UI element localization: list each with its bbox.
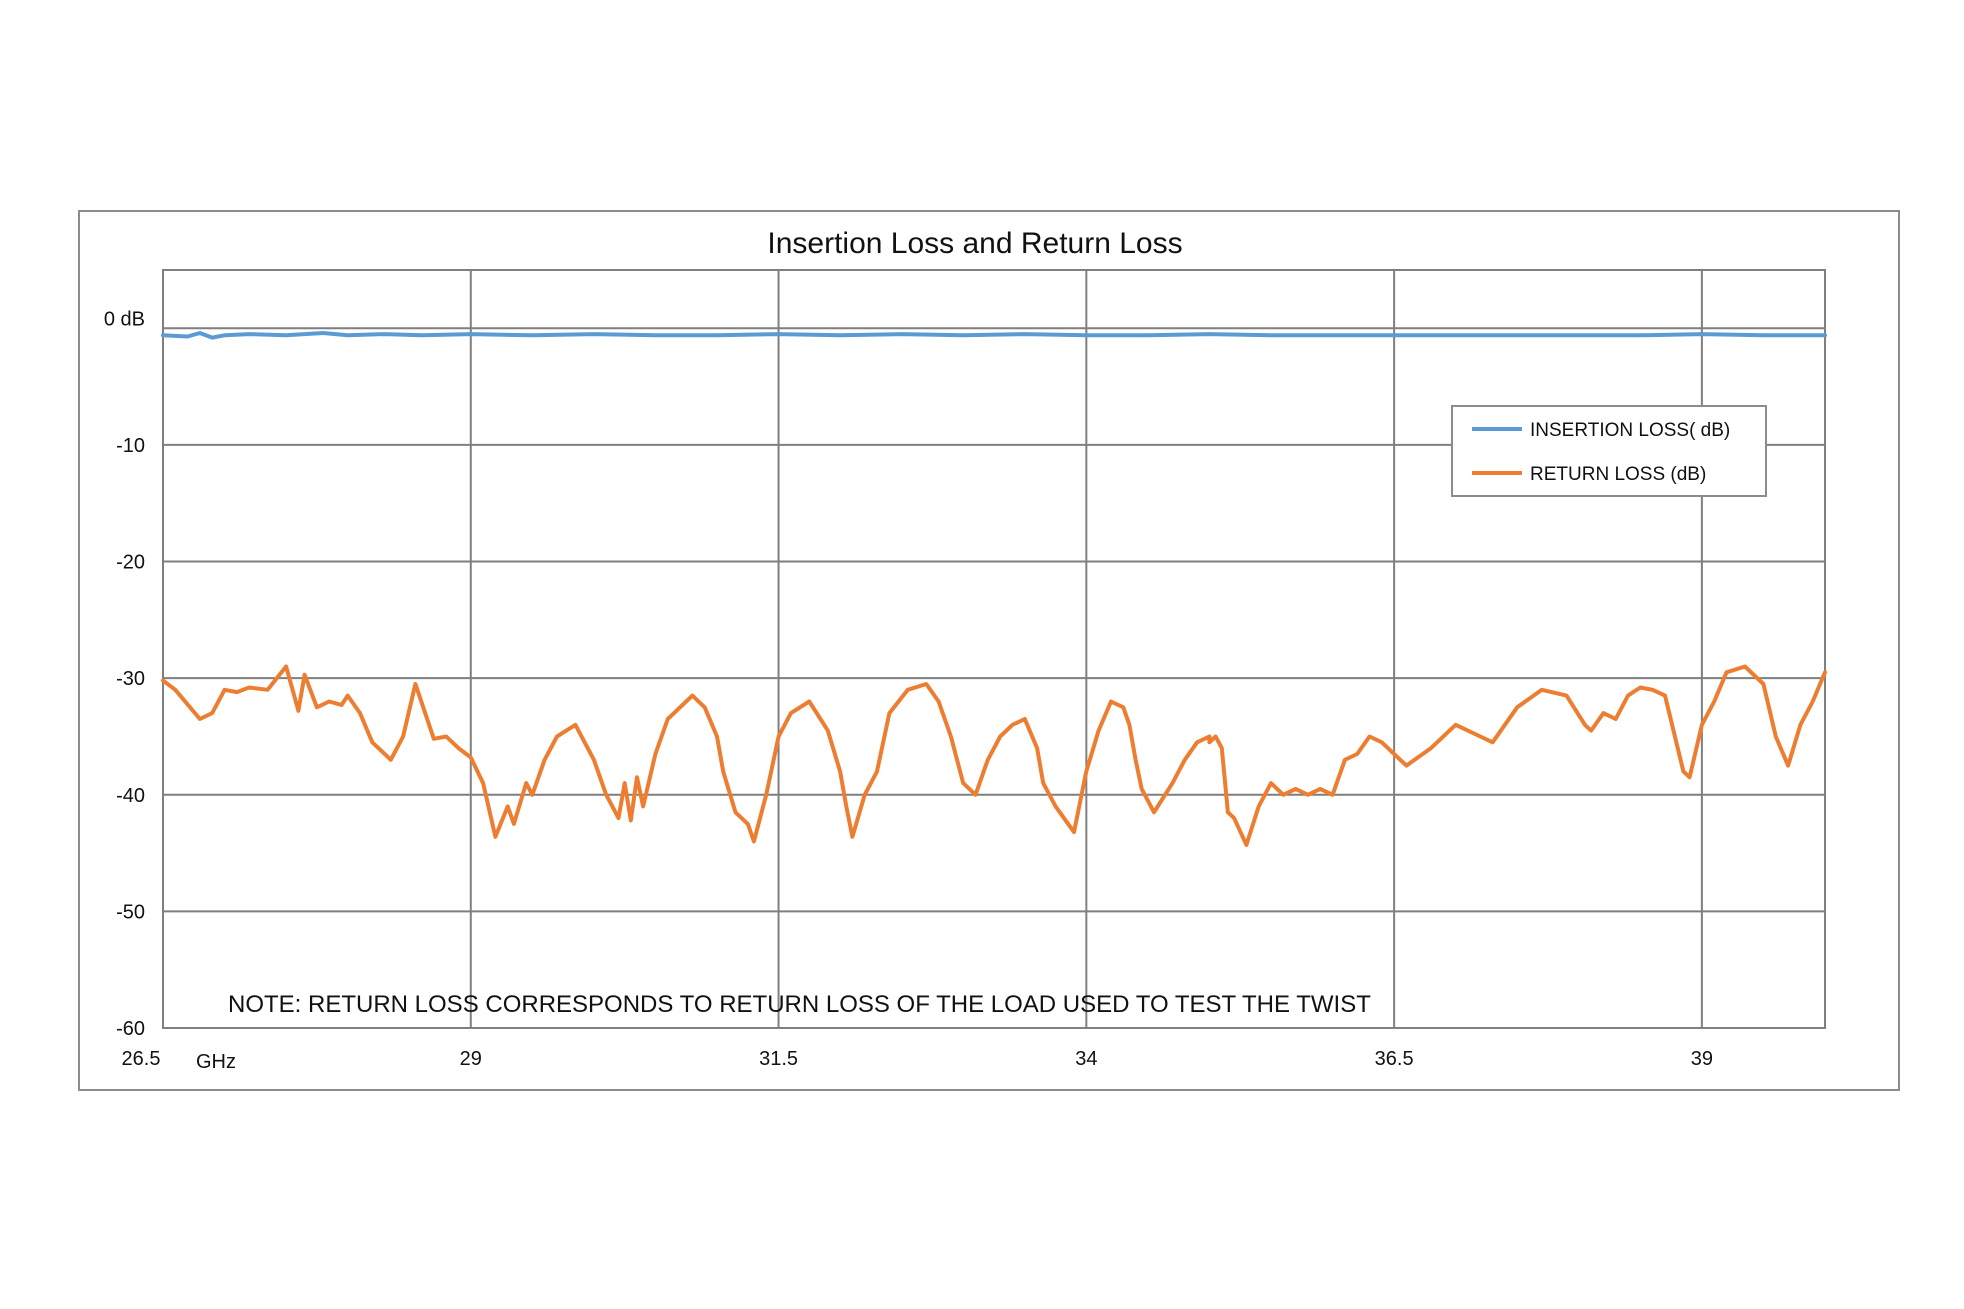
series xyxy=(161,331,1827,847)
y-tick-label: -10 xyxy=(116,435,145,457)
chart-title: Insertion Loss and Return Loss xyxy=(767,227,1182,260)
x-tick-label: 26.5 xyxy=(122,1048,161,1070)
y-tick-label: 0 dB xyxy=(104,308,145,330)
y-tick-label: -50 xyxy=(116,901,145,923)
x-tick-label: 29 xyxy=(460,1048,482,1070)
x-axis-unit-label: GHz xyxy=(196,1051,236,1073)
y-tick-label: -20 xyxy=(116,552,145,574)
legend: INSERTION LOSS( dB) RETURN LOSS (dB) xyxy=(1451,405,1767,497)
y-tick-label: -40 xyxy=(116,785,145,807)
x-tick-label: 39 xyxy=(1691,1048,1713,1070)
series-line-return-loss xyxy=(161,664,1827,847)
x-tick-label: 34 xyxy=(1075,1048,1097,1070)
y-tick-label: -30 xyxy=(116,668,145,690)
x-axis-ticks: 26.5 29 31.5 34 36.5 39 xyxy=(122,1048,1713,1070)
x-tick-label: 36.5 xyxy=(1375,1048,1414,1070)
x-tick-label: 31.5 xyxy=(759,1048,798,1070)
y-axis-ticks: 0 dB -10 -20 -30 -40 -50 -60 xyxy=(104,308,145,1040)
legend-label-return-loss: RETURN LOSS (dB) xyxy=(1530,464,1706,485)
series-line-insertion-loss xyxy=(161,331,1827,340)
chart-frame xyxy=(78,210,1900,1091)
legend-box xyxy=(1451,405,1767,497)
y-tick-label: -60 xyxy=(116,1018,145,1040)
chart-note: NOTE: RETURN LOSS CORRESPONDS TO RETURN … xyxy=(228,991,1371,1018)
legend-label-insertion-loss: INSERTION LOSS( dB) xyxy=(1530,420,1730,441)
grid xyxy=(162,269,1826,1029)
